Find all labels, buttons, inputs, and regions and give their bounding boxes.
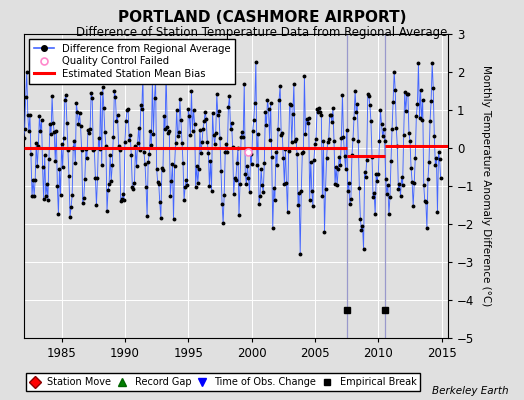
Text: Berkeley Earth: Berkeley Earth bbox=[432, 386, 508, 396]
Y-axis label: Monthly Temperature Anomaly Difference (°C): Monthly Temperature Anomaly Difference (… bbox=[482, 65, 492, 307]
Legend: Difference from Regional Average, Quality Control Failed, Estimated Station Mean: Difference from Regional Average, Qualit… bbox=[29, 39, 235, 84]
Text: PORTLAND (CASHMORE AIRPORT): PORTLAND (CASHMORE AIRPORT) bbox=[118, 10, 406, 25]
Legend: Station Move, Record Gap, Time of Obs. Change, Empirical Break: Station Move, Record Gap, Time of Obs. C… bbox=[26, 373, 420, 391]
Text: Difference of Station Temperature Data from Regional Average: Difference of Station Temperature Data f… bbox=[77, 26, 447, 39]
